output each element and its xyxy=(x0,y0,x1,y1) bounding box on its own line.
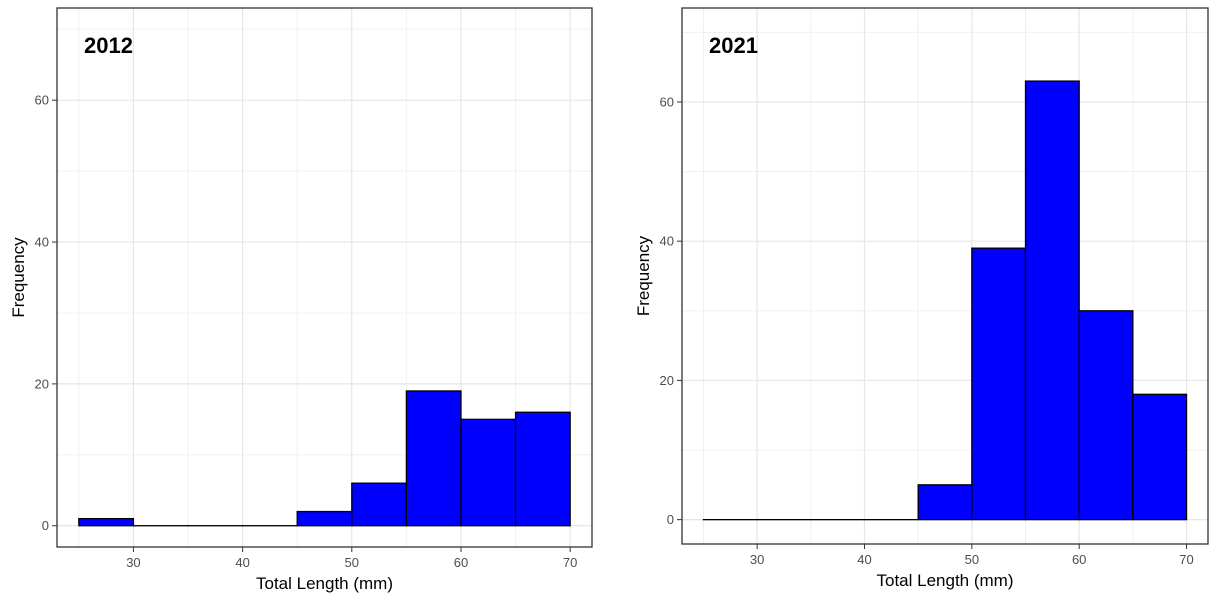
histogram-bar xyxy=(1079,311,1133,520)
y-axis-title: Frequency xyxy=(634,235,653,316)
histogram-2021-svg: 30 40 50 60 70 0 20 40 60 Total Length (mm) Freque… xyxy=(623,0,1215,595)
histogram-bar xyxy=(297,512,352,526)
x-axis-title: Total Length (mm) xyxy=(877,571,1014,590)
histogram-bar xyxy=(352,483,407,526)
x-tick-label: 40 xyxy=(857,552,871,567)
histogram-bar xyxy=(1026,81,1080,520)
histogram-bar xyxy=(972,248,1026,519)
y-axis-title: Frequency xyxy=(9,237,28,318)
x-tick-label: 50 xyxy=(965,552,979,567)
x-tick-label: 70 xyxy=(1179,552,1193,567)
x-tick-label: 30 xyxy=(126,555,140,570)
histogram-bar xyxy=(516,412,571,525)
y-tick-label: 40 xyxy=(35,235,49,250)
y-tick-label: 0 xyxy=(42,518,49,533)
x-tick-label: 50 xyxy=(345,555,359,570)
y-tick-label: 20 xyxy=(660,373,674,388)
x-tick-label: 60 xyxy=(454,555,468,570)
y-tick-label: 20 xyxy=(35,376,49,391)
histogram-bar xyxy=(918,485,972,520)
histogram-bar xyxy=(461,419,516,525)
x-tick-label: 60 xyxy=(1072,552,1086,567)
y-tick-label: 0 xyxy=(667,512,674,527)
y-tick-label: 60 xyxy=(35,93,49,108)
panel-title: 2012 xyxy=(84,33,133,58)
histogram-bar xyxy=(406,391,461,526)
x-axis-title: Total Length (mm) xyxy=(256,574,393,593)
x-tick-label: 40 xyxy=(235,555,249,570)
x-tick-label: 30 xyxy=(750,552,764,567)
histogram-bar xyxy=(79,519,134,526)
y-tick-label: 40 xyxy=(660,234,674,249)
x-tick-label: 70 xyxy=(563,555,577,570)
histogram-2012-svg: 30 40 50 60 70 0 20 40 60 Total Length (mm) Freque… xyxy=(0,0,600,595)
y-tick-label: 60 xyxy=(660,94,674,109)
panel-title: 2021 xyxy=(709,33,758,58)
histogram-bar xyxy=(1133,394,1187,519)
histogram-2012: 30 40 50 60 70 0 20 40 60 Total Length (mm) Freque… xyxy=(0,0,600,595)
histogram-2021: 30 40 50 60 70 0 20 40 60 Total Length (mm) Freque… xyxy=(623,0,1215,595)
